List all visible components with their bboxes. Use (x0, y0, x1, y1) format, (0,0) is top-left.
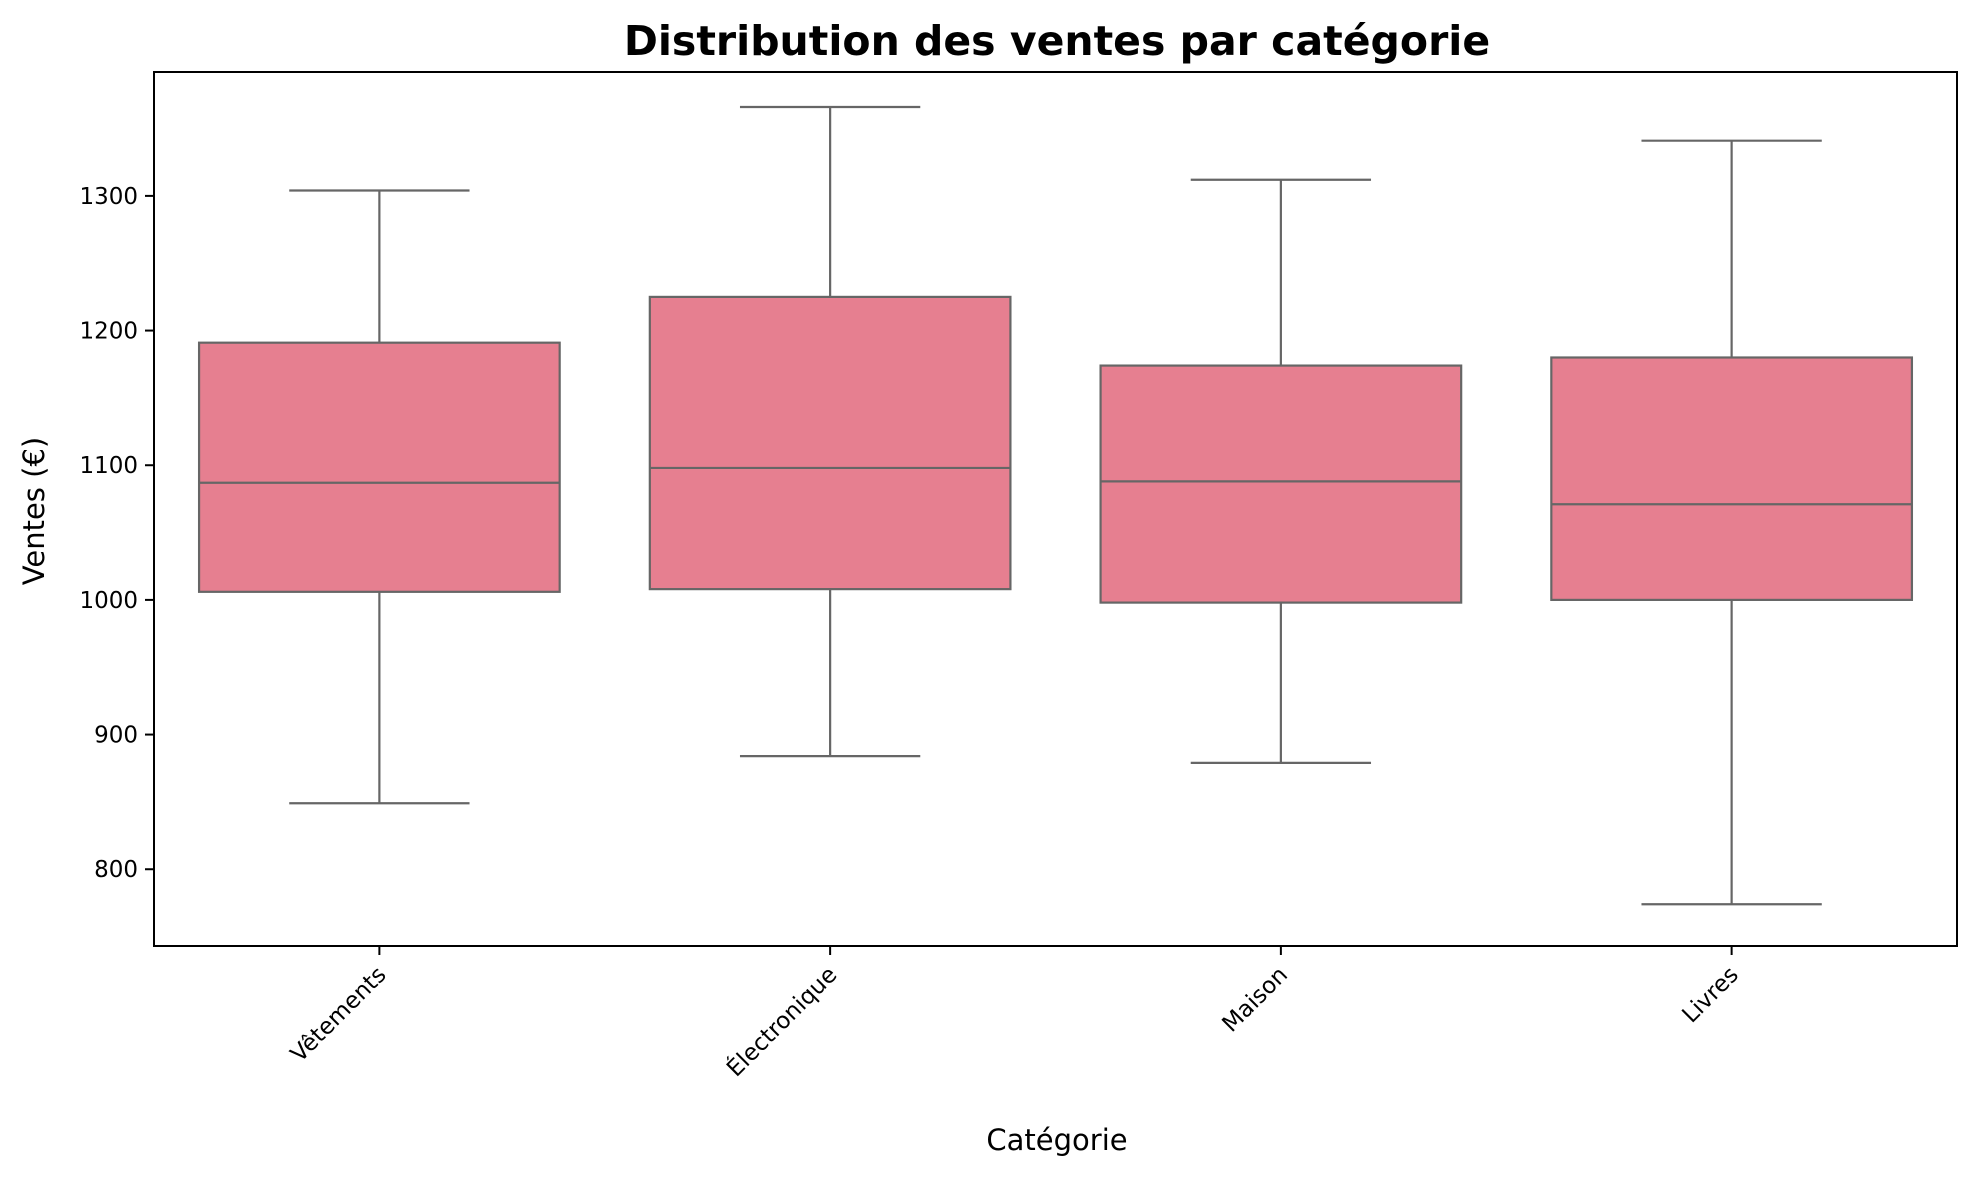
y-tick-label: 800 (94, 857, 138, 883)
box-iqr (648, 295, 1012, 591)
x-tick-label: Maison (1217, 962, 1293, 1038)
chart-title: Distribution des ventes par catégorie (624, 17, 1490, 65)
box-iqr (1099, 364, 1463, 604)
y-tick-label: 1300 (79, 184, 138, 210)
y-tick-label: 900 (94, 723, 138, 749)
plot-area: 800 900 1000 1100 1200 1300 Vêtements Électroni… (79, 71, 1958, 1082)
x-tick-label: Vêtements (286, 962, 392, 1068)
y-axis-label: Ventes (€) (17, 437, 51, 585)
y-tick-label: 1100 (79, 453, 138, 479)
y-tick-label: 1000 (79, 588, 138, 614)
y-tick-label: 1200 (79, 319, 138, 345)
x-axis-label: Catégorie (986, 1123, 1127, 1157)
plot-frame (153, 71, 1958, 947)
box-iqr (1550, 356, 1914, 602)
x-tick-label: Livres (1677, 962, 1743, 1028)
x-tick-label: Électronique (721, 960, 843, 1082)
box-iqr (197, 341, 561, 593)
